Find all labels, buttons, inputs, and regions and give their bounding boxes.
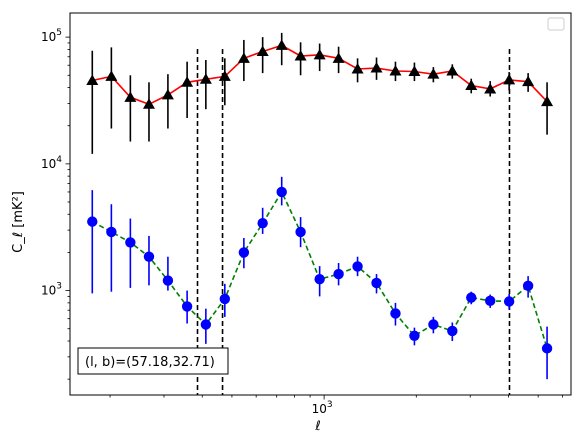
circle-marker: [106, 226, 117, 238]
triangle-marker: [484, 82, 497, 94]
circle-marker: [409, 330, 420, 341]
triangle-marker: [161, 88, 174, 100]
legend-box: [547, 17, 565, 31]
triangle-marker: [351, 63, 364, 74]
circle-marker: [87, 216, 98, 227]
circle-marker: [447, 325, 458, 337]
triangle-marker: [294, 49, 307, 61]
triangle-marker: [86, 74, 99, 85]
axis-layer: 103 104 105 103: [41, 28, 563, 416]
circle-marker: [541, 343, 553, 354]
triangle-marker: [218, 70, 231, 81]
circle-marker: [503, 296, 515, 307]
circle-marker: [181, 301, 193, 312]
circle-marker: [522, 280, 534, 292]
triangle-marker: [237, 52, 250, 63]
series-1: [86, 32, 554, 154]
circle-marker: [314, 273, 325, 285]
triangle-marker: [105, 70, 118, 81]
circle-marker: [219, 293, 231, 305]
circle-marker: [484, 295, 496, 307]
y-tick-label: 104: [41, 155, 62, 171]
circle-marker: [257, 218, 268, 229]
triangle-marker: [275, 39, 288, 50]
y-tick-label: 103: [41, 282, 62, 298]
series-2: [87, 176, 553, 380]
y-tick-label: 105: [41, 28, 62, 44]
x-axis-label: ℓ: [314, 419, 320, 434]
circle-marker: [200, 319, 212, 330]
annotation-text: (l, b)=(57.18,32.71): [85, 355, 215, 370]
y-axis-label: C_ℓ [mK²]: [11, 191, 26, 253]
triangle-marker: [142, 98, 155, 109]
triangle-marker: [199, 73, 212, 84]
circle-marker: [143, 251, 155, 262]
triangle-marker: [389, 65, 402, 76]
triangle-marker: [408, 65, 421, 77]
legend: [547, 17, 565, 31]
annotation: (l, b)=(57.18,32.71): [77, 347, 229, 375]
circle-marker: [333, 268, 344, 280]
triangle-marker: [427, 68, 440, 79]
x-tick-label: 103: [312, 400, 333, 416]
triangle-marker: [370, 62, 383, 73]
annotation-box: [77, 347, 229, 375]
triangle-marker: [124, 91, 137, 102]
plot-frame: [69, 12, 572, 396]
circle-marker: [390, 308, 401, 319]
circle-marker: [125, 237, 136, 248]
triangle-marker: [313, 48, 326, 60]
circle-marker: [352, 261, 363, 272]
circle-marker: [371, 277, 382, 289]
triangle-marker: [181, 76, 194, 87]
circle-marker: [276, 186, 287, 198]
triangle-marker: [465, 79, 478, 91]
circle-marker: [238, 247, 250, 258]
data-layer: [86, 32, 554, 395]
triangle-marker: [446, 65, 459, 76]
circle-marker: [162, 275, 174, 286]
triangle-marker: [522, 75, 535, 87]
triangle-marker: [332, 52, 345, 63]
circle-marker: [295, 226, 306, 238]
circle-marker: [466, 292, 477, 303]
circle-marker: [428, 319, 439, 330]
triangle-marker: [256, 45, 269, 57]
triangle-marker: [503, 73, 516, 85]
triangle-marker: [541, 95, 554, 107]
